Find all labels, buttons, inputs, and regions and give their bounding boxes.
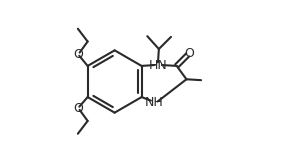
Text: O: O bbox=[73, 48, 83, 61]
Text: HN: HN bbox=[149, 59, 167, 72]
Text: O: O bbox=[185, 47, 194, 60]
Text: O: O bbox=[73, 102, 83, 115]
Text: NH: NH bbox=[145, 96, 164, 109]
